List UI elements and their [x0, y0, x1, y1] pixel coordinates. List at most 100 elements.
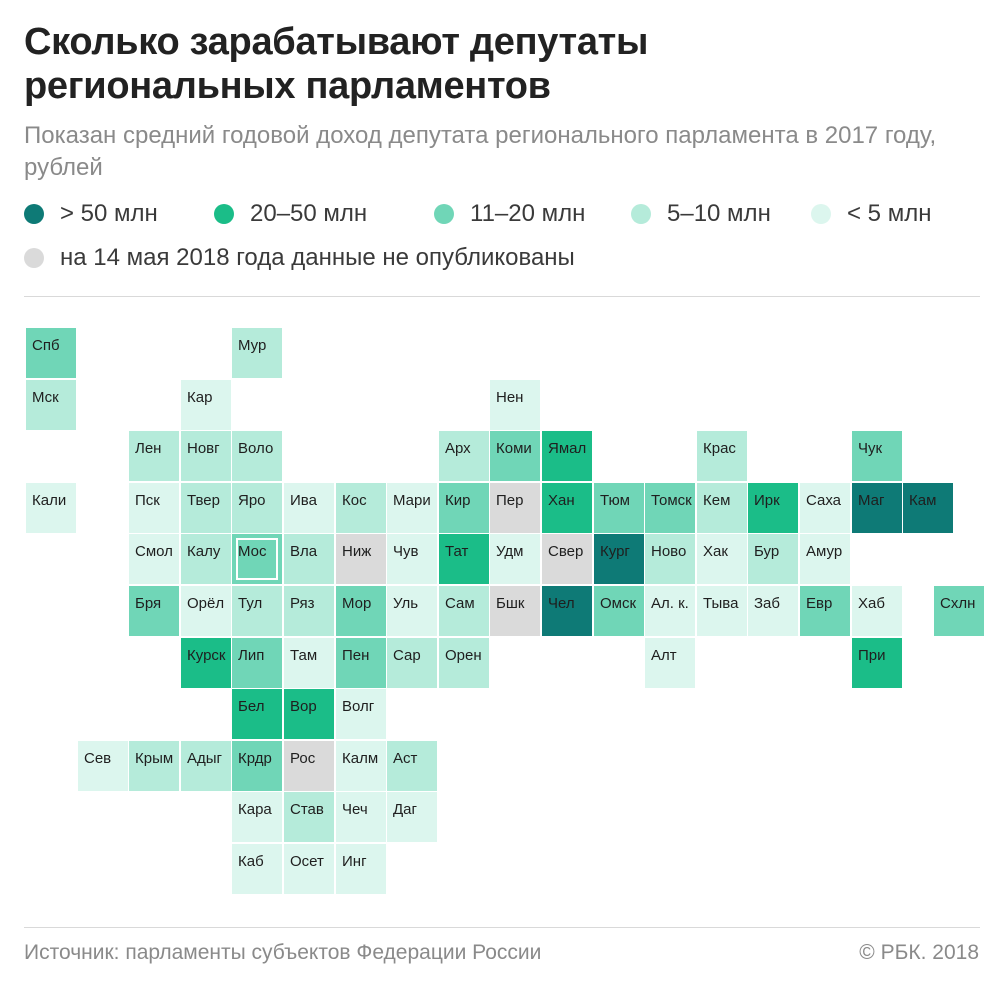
region-tile: Чук — [852, 431, 902, 481]
region-tile: Омск — [594, 586, 644, 636]
region-tile: Чел — [542, 586, 592, 636]
region-tile: Кали — [26, 483, 76, 533]
region-tile: Кург — [594, 534, 644, 584]
region-tile: Кара — [232, 792, 282, 842]
region-tile: Там — [284, 638, 334, 688]
region-tile: Твер — [181, 483, 231, 533]
region-tile: Нен — [490, 380, 540, 430]
region-tile: Алт — [645, 638, 695, 688]
region-tile: Томск — [645, 483, 695, 533]
region-tile: Ниж — [336, 534, 386, 584]
region-tile: Хак — [697, 534, 747, 584]
region-tile: Бел — [232, 689, 282, 739]
region-tile: Свер — [542, 534, 592, 584]
region-tile: Мос — [232, 534, 282, 584]
region-tile: Сар — [387, 638, 437, 688]
region-tile: Кам — [903, 483, 953, 533]
region-tile: Тат — [439, 534, 489, 584]
region-tile: Став — [284, 792, 334, 842]
region-tile: Пск — [129, 483, 179, 533]
region-tile: Заб — [748, 586, 798, 636]
region-tile: Лип — [232, 638, 282, 688]
region-tile: Воло — [232, 431, 282, 481]
region-tile: Яро — [232, 483, 282, 533]
region-tile: Смол — [129, 534, 179, 584]
copyright: © РБК. 2018 — [859, 941, 979, 964]
legend-swatch-20-50 — [214, 204, 234, 224]
region-tile: Калу — [181, 534, 231, 584]
region-tile: Бря — [129, 586, 179, 636]
region-tile: Хан — [542, 483, 592, 533]
legend-item-under-5: < 5 млн — [811, 200, 931, 228]
region-tile: Даг — [387, 792, 437, 842]
region-tile: Амур — [800, 534, 850, 584]
legend-item-11-20: 11–20 млн — [434, 200, 631, 228]
legend-swatch-under-5 — [811, 204, 831, 224]
region-tile: Каб — [232, 844, 282, 894]
region-tile: Волг — [336, 689, 386, 739]
region-tile: Кир — [439, 483, 489, 533]
region-tile: Мск — [26, 380, 76, 430]
region-tile: Коми — [490, 431, 540, 481]
top-divider — [24, 296, 980, 297]
region-tile: Лен — [129, 431, 179, 481]
legend-swatch-no-data — [24, 248, 44, 268]
region-tile: Калм — [336, 741, 386, 791]
region-tile: Арх — [439, 431, 489, 481]
region-tile: Курск — [181, 638, 231, 688]
region-tile: Крдр — [232, 741, 282, 791]
region-tile: Пен — [336, 638, 386, 688]
region-tile: Инг — [336, 844, 386, 894]
region-tile: Мари — [387, 483, 437, 533]
region-tile: Ива — [284, 483, 334, 533]
region-tile: Схлн — [934, 586, 984, 636]
legend-item-20-50: 20–50 млн — [214, 200, 434, 228]
region-tile: Адыг — [181, 741, 231, 791]
region-tile: Ямал — [542, 431, 592, 481]
region-tile: Хаб — [852, 586, 902, 636]
legend-label-under-5: < 5 млн — [847, 200, 932, 227]
region-tile: Кос — [336, 483, 386, 533]
bottom-divider — [24, 927, 980, 928]
legend-no-data: на 14 мая 2018 года данные не опубликова… — [24, 243, 575, 273]
region-tile: Аст — [387, 741, 437, 791]
region-tile: Пер — [490, 483, 540, 533]
region-tile: Тыва — [697, 586, 747, 636]
region-tile: При — [852, 638, 902, 688]
region-tile: Крас — [697, 431, 747, 481]
region-tile: Новг — [181, 431, 231, 481]
legend-item-no-data: на 14 мая 2018 года данные не опубликова… — [24, 244, 575, 272]
source-note: Источник: парламенты субъектов Федерации… — [24, 941, 542, 964]
region-tile: Мор — [336, 586, 386, 636]
region-tile: Рос — [284, 741, 334, 791]
legend-swatch-11-20 — [434, 204, 454, 224]
region-tile: Вор — [284, 689, 334, 739]
region-tile: Удм — [490, 534, 540, 584]
legend-label-20-50: 20–50 млн — [250, 200, 368, 227]
region-tile: Саха — [800, 483, 850, 533]
region-tile: Ал. к. — [645, 586, 695, 636]
region-tile: Бур — [748, 534, 798, 584]
region-tile: Тул — [232, 586, 282, 636]
region-tile: Евр — [800, 586, 850, 636]
legend-swatch-5-10 — [631, 204, 651, 224]
legend-label-11-20: 11–20 млн — [470, 200, 586, 227]
region-tile: Вла — [284, 534, 334, 584]
legend: > 50 млн 20–50 млн 11–20 млн 5–10 млн < … — [24, 199, 931, 229]
region-tile: Маг — [852, 483, 902, 533]
region-tile: Тюм — [594, 483, 644, 533]
region-tile: Уль — [387, 586, 437, 636]
region-tile: Мур — [232, 328, 282, 378]
region-tile: Чеч — [336, 792, 386, 842]
region-tile: Крым — [129, 741, 179, 791]
chart-subtitle: Показан средний годовой доход депутата р… — [24, 122, 937, 181]
region-tile: Спб — [26, 328, 76, 378]
region-tile: Кар — [181, 380, 231, 430]
region-tile: Чув — [387, 534, 437, 584]
legend-swatch-over-50 — [24, 204, 44, 224]
legend-item-5-10: 5–10 млн — [631, 200, 811, 228]
legend-label-no-data: на 14 мая 2018 года данные не опубликова… — [60, 244, 575, 271]
region-tile: Бшк — [490, 586, 540, 636]
region-tile: Сев — [78, 741, 128, 791]
